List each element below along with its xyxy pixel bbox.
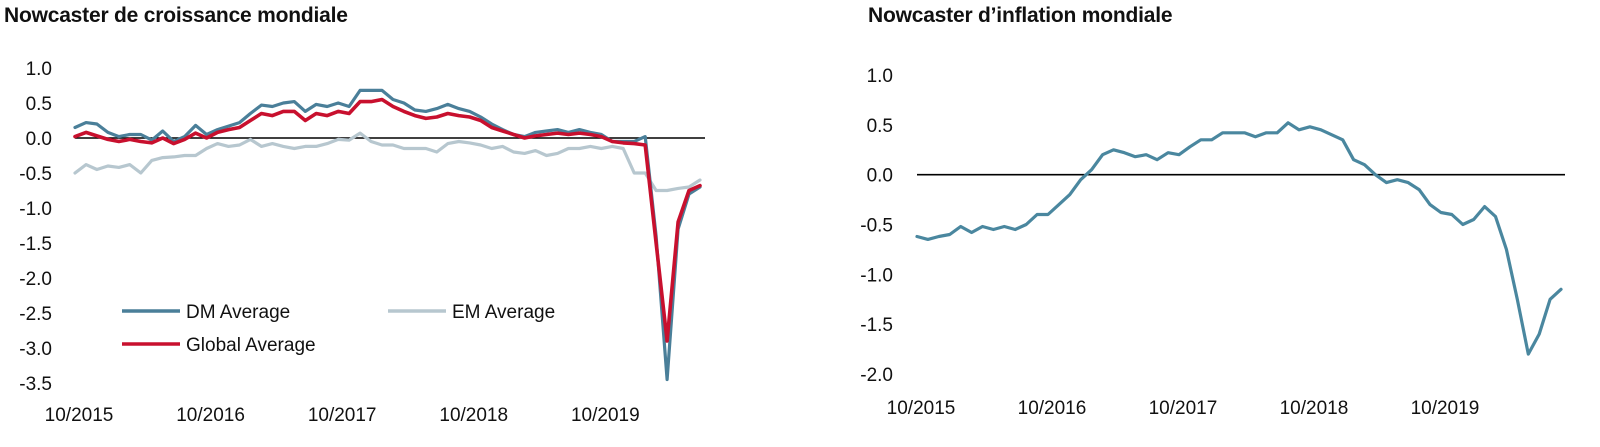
x-axis-ticks: 10/2015 10/2016 10/2017 10/2018 10/2019 (45, 405, 640, 426)
x-tick-label: 10/2018 (439, 405, 508, 426)
y-tick-label: -3.0 (19, 339, 52, 360)
y-tick-label: 1.0 (867, 66, 893, 87)
x-tick-label: 10/2015 (887, 398, 956, 419)
inflation-nowcaster-chart: 1.0 0.5 0.0 -0.5 -1.0 -1.5 -2.0 10/2015 10/2016… (860, 66, 1565, 419)
inflation-chart-title: Nowcaster d’inflation mondiale (868, 4, 1173, 27)
x-tick-label: 10/2017 (308, 405, 377, 426)
x-tick-label: 10/2016 (1018, 398, 1087, 419)
series-lines (73, 88, 702, 382)
y-tick-label: -0.5 (19, 164, 52, 185)
x-tick-label: 10/2018 (1280, 398, 1349, 419)
series-line-em-average (73, 131, 702, 193)
x-axis-ticks: 10/2015 10/2016 10/2017 10/2018 10/2019 (887, 398, 1480, 419)
x-tick-label: 10/2015 (45, 405, 114, 426)
y-tick-label: -2.5 (19, 304, 52, 325)
y-axis-ticks: 1.0 0.5 0.0 -0.5 -1.0 -1.5 -2.0 -2.5 -3.0 -3.5 (19, 59, 52, 395)
series-line-dm-average (73, 88, 702, 382)
y-tick-label: 1.0 (26, 59, 52, 80)
y-tick-label: 0.5 (26, 94, 52, 115)
y-tick-label: -0.5 (860, 216, 893, 237)
x-tick-label: 10/2017 (1149, 398, 1218, 419)
y-tick-label: -3.5 (19, 374, 52, 395)
series-lines (915, 121, 1563, 356)
x-tick-label: 10/2019 (1411, 398, 1480, 419)
x-tick-label: 10/2019 (571, 405, 640, 426)
y-tick-label: -1.5 (19, 234, 52, 255)
y-tick-label: -1.0 (860, 265, 893, 286)
legend-label-dm-average: DM Average (186, 302, 290, 323)
legend-label-em-average: EM Average (452, 302, 555, 323)
growth-chart-title: Nowcaster de croissance mondiale (4, 4, 348, 27)
y-axis-ticks: 1.0 0.5 0.0 -0.5 -1.0 -1.5 -2.0 (860, 66, 893, 386)
series-line (915, 121, 1563, 356)
growth-nowcaster-chart: 1.0 0.5 0.0 -0.5 -1.0 -1.5 -2.0 -2.5 -3.0 -3.5 10… (19, 59, 705, 426)
y-tick-label: 0.0 (867, 166, 893, 187)
x-tick-label: 10/2016 (176, 405, 245, 426)
y-tick-label: -1.5 (860, 315, 893, 336)
y-tick-label: 0.5 (867, 116, 893, 137)
y-tick-label: 0.0 (26, 129, 52, 150)
legend: DM Average EM Average Global Average (122, 302, 555, 356)
y-tick-label: -2.0 (860, 365, 893, 386)
legend-label-global-average: Global Average (186, 335, 316, 356)
y-tick-label: -2.0 (19, 269, 52, 290)
y-tick-label: -1.0 (19, 199, 52, 220)
series-line-global-average (73, 97, 702, 343)
